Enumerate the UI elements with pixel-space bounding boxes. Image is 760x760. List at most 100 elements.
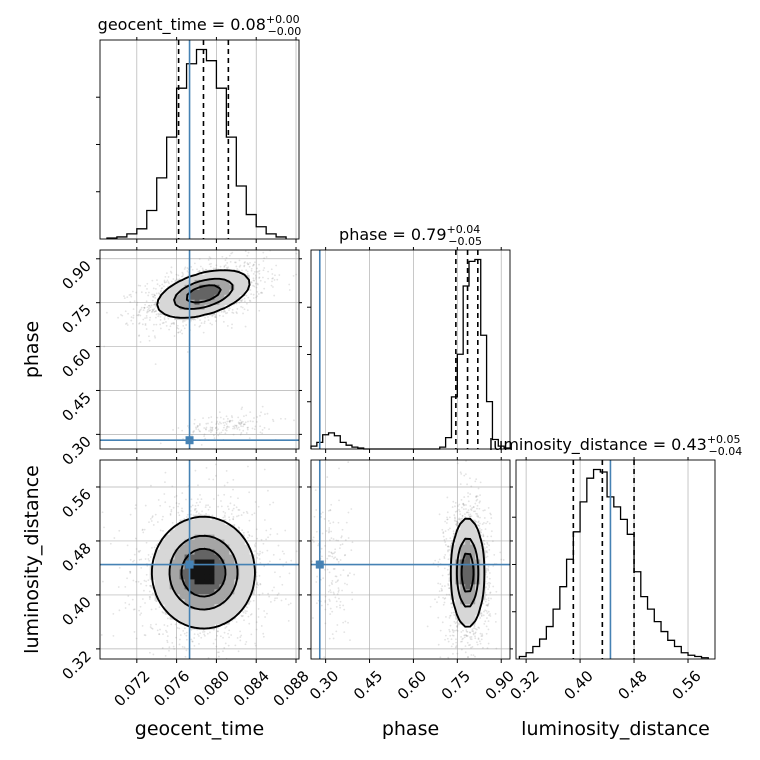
sample-point — [228, 636, 230, 639]
sample-point — [295, 273, 298, 276]
sample-point — [262, 269, 265, 272]
sample-point — [155, 310, 158, 312]
sample-point — [465, 511, 468, 514]
sample-point — [489, 613, 491, 615]
sample-point — [279, 558, 281, 561]
sample-point — [238, 428, 241, 431]
sample-point — [228, 254, 231, 257]
sample-point — [249, 613, 252, 616]
density-cell — [204, 274, 210, 281]
density-cell — [239, 534, 245, 540]
sample-point — [460, 635, 462, 638]
sample-point — [267, 270, 270, 273]
sample-point — [255, 586, 258, 589]
density-cell — [239, 279, 245, 286]
density-cell — [194, 604, 200, 610]
density-cell — [169, 609, 176, 615]
sample-point — [477, 637, 480, 640]
sample-point — [254, 545, 257, 548]
sample-point — [147, 553, 150, 556]
sample-point — [240, 305, 243, 308]
density-cell — [214, 304, 220, 311]
sample-point — [118, 566, 121, 569]
density-cell — [204, 529, 210, 536]
sample-point — [255, 621, 258, 624]
density-cell — [199, 554, 205, 560]
sample-point — [259, 425, 262, 428]
sample-point — [126, 324, 129, 326]
sample-point — [149, 584, 152, 587]
sample-point — [224, 310, 226, 313]
sample-point — [266, 612, 268, 615]
sample-point — [224, 264, 227, 267]
sample-point — [182, 630, 185, 632]
sample-point — [461, 640, 463, 643]
density-cell — [219, 584, 225, 590]
sample-point — [202, 269, 204, 271]
sample-point — [460, 498, 463, 501]
density-cell — [234, 284, 240, 291]
sample-point — [250, 267, 253, 270]
sample-point — [211, 514, 214, 517]
sample-point — [436, 601, 438, 604]
density-cell — [204, 524, 210, 531]
sample-point — [235, 506, 238, 509]
sample-point — [101, 511, 104, 514]
sample-point — [455, 523, 458, 526]
sample-point — [457, 622, 460, 625]
sample-point — [228, 309, 230, 312]
sample-point — [149, 596, 152, 599]
sample-point — [166, 641, 169, 644]
sample-point — [200, 322, 203, 324]
sample-point — [487, 565, 490, 568]
sample-point — [152, 524, 155, 526]
sample-point — [487, 588, 490, 591]
sample-point — [441, 589, 443, 591]
sample-point — [196, 425, 199, 427]
sample-point — [252, 279, 255, 282]
sample-point — [254, 642, 257, 645]
density-cell — [219, 534, 225, 540]
sample-point — [469, 515, 471, 518]
sample-point — [472, 654, 475, 657]
density-cell — [179, 284, 185, 291]
density-cell — [154, 589, 161, 595]
density-cell — [159, 589, 166, 595]
density-cell — [214, 524, 220, 531]
sample-point — [483, 539, 486, 542]
sample-point — [248, 437, 251, 440]
sample-point — [263, 565, 266, 567]
density-cell — [219, 299, 225, 306]
sample-point — [223, 424, 226, 427]
density-cell — [169, 304, 176, 311]
sample-point — [239, 433, 242, 436]
sample-point — [248, 519, 251, 522]
sample-point — [151, 553, 154, 556]
density-cell — [164, 564, 171, 570]
sample-point — [485, 571, 488, 574]
sample-point — [112, 634, 115, 637]
sample-point — [455, 629, 458, 632]
sample-point — [488, 586, 491, 588]
sample-point — [284, 529, 287, 532]
density-cell — [174, 549, 180, 555]
sample-point — [219, 265, 222, 268]
sample-point — [479, 522, 481, 525]
sample-point — [458, 517, 461, 520]
sample-point — [451, 628, 454, 631]
contour-line — [185, 284, 222, 304]
sample-point — [222, 516, 225, 519]
sample-point — [164, 654, 167, 657]
density-cell — [214, 594, 220, 600]
sample-point — [247, 296, 250, 299]
sample-point — [159, 504, 162, 507]
sample-point — [251, 535, 253, 538]
sample-point — [467, 511, 470, 514]
sample-point — [171, 322, 174, 325]
sample-point — [166, 617, 169, 620]
sample-point — [485, 550, 488, 552]
sample-point — [149, 623, 152, 626]
sample-point — [165, 325, 168, 327]
sample-point — [268, 560, 271, 563]
